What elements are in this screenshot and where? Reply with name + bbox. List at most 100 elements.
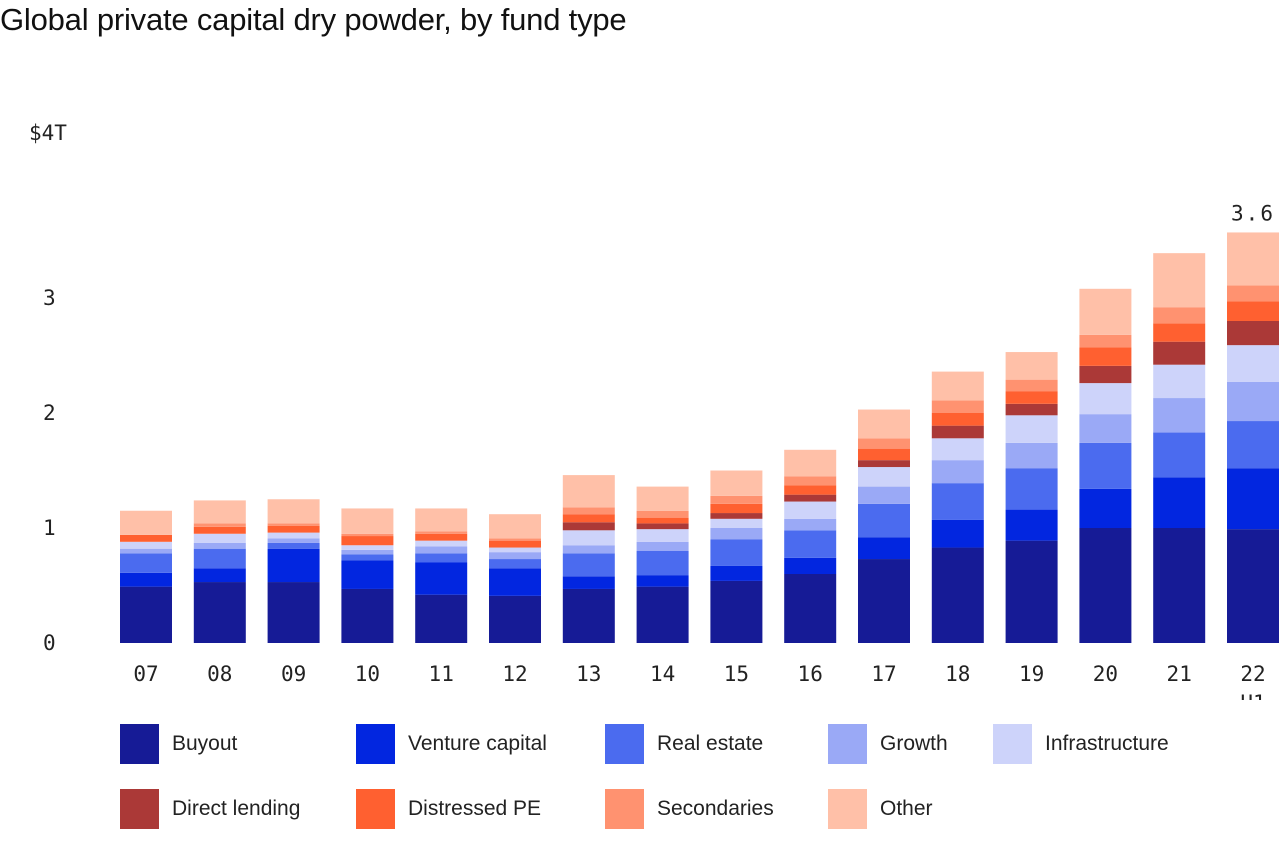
bar-segment-distressed-pe — [858, 448, 910, 461]
bar-segment-growth — [562, 545, 615, 554]
bar-segment-distressed-pe — [120, 534, 172, 542]
bar-stack-17 — [858, 409, 910, 643]
legend-label: Real estate — [657, 732, 764, 755]
bar-segment-distressed-pe — [415, 533, 468, 541]
bar-segment-secondaries — [858, 438, 910, 449]
bar-stack-19 — [1005, 352, 1058, 643]
bar-segment-buyout — [1005, 540, 1058, 643]
bar-segment-infrastructure — [489, 547, 541, 553]
bar-stack-10 — [341, 508, 394, 643]
legend-label: Direct lending — [172, 797, 301, 820]
bar-segment-infrastructure — [1005, 415, 1058, 443]
bar-segment-infrastructure — [120, 541, 172, 549]
legend-label: Distressed PE — [408, 797, 542, 820]
bar-segment-growth — [931, 460, 984, 484]
x-axis: 07 08 09 10 11 12 13 14 15 16 17 18 19 20 21 22 H1 — [133, 662, 1265, 700]
bar-stack-15 — [710, 470, 763, 643]
x-tick-label: 09 — [281, 662, 306, 686]
x-tick-sublabel: H1 — [1240, 691, 1265, 700]
x-tick-label: 13 — [576, 662, 601, 686]
bar-stack-14 — [636, 486, 689, 643]
bar-segment-infrastructure — [1153, 364, 1206, 399]
bar-segment-infrastructure — [784, 501, 837, 519]
bar-segment-secondaries — [636, 510, 689, 518]
bar-segment-buyout — [341, 588, 394, 643]
bar-segment-secondaries — [1079, 334, 1132, 348]
bar-segment-buyout — [931, 547, 984, 643]
bar-segment-secondaries — [931, 400, 984, 413]
bar-segment-buyout — [1227, 529, 1279, 643]
legend-item-growth: Growth — [828, 724, 948, 764]
bar-segment-growth — [415, 546, 468, 554]
bar-stack-12 — [489, 514, 541, 643]
bar-segment-infrastructure — [1227, 345, 1279, 382]
legend-label: Secondaries — [657, 797, 774, 820]
bar-segment-distressed-pe — [710, 503, 763, 514]
bar-segment-real-estate — [193, 548, 246, 569]
bar-segment-buyout — [636, 586, 689, 643]
legend-item-infrastructure: Infrastructure — [993, 724, 1169, 764]
bar-stack-08 — [193, 500, 246, 643]
x-tick-label: 14 — [650, 662, 675, 686]
bar-segment-venture-capital — [636, 575, 689, 587]
bar-segment-real-estate — [415, 553, 468, 563]
bar-segment-venture-capital — [267, 548, 320, 583]
bar-segment-distressed-pe — [1153, 323, 1206, 342]
bar-segment-growth — [1005, 442, 1058, 469]
legend-label: Buyout — [172, 732, 238, 755]
bar-segment-growth — [858, 486, 910, 504]
bar-segment-other — [120, 510, 172, 535]
bar-stack-21 — [1153, 253, 1206, 643]
bar-segment-infrastructure — [1079, 383, 1132, 415]
bar-segment-real-estate — [341, 554, 394, 561]
bar-segment-distressed-pe — [193, 526, 246, 534]
bar-segment-buyout — [562, 588, 615, 643]
bar-stack-18 — [931, 371, 984, 643]
legend-swatch — [356, 724, 395, 764]
bar-segment-growth — [1079, 414, 1132, 443]
x-tick-label: 08 — [207, 662, 232, 686]
bar-segment-growth — [120, 548, 172, 554]
bar-segment-growth — [267, 538, 320, 543]
bar-segment-infrastructure — [341, 545, 394, 550]
bar-segment-real-estate — [636, 551, 689, 576]
bar-segment-venture-capital — [415, 562, 468, 595]
bar-segment-other — [931, 371, 984, 401]
bar-segment-distressed-pe — [341, 536, 394, 546]
bar-segment-venture-capital — [784, 557, 837, 574]
legend-swatch — [828, 789, 867, 829]
bar-stack-22 — [1227, 232, 1279, 643]
bar-segment-infrastructure — [193, 533, 246, 543]
x-tick-label: 16 — [798, 662, 823, 686]
bar-segment-secondaries — [784, 476, 837, 486]
bar-segment-real-estate — [931, 483, 984, 520]
bar-segment-venture-capital — [1005, 509, 1058, 541]
bar-segment-real-estate — [1005, 468, 1058, 510]
bar-segment-other — [489, 514, 541, 539]
legend-swatch — [605, 724, 644, 764]
legend-swatch — [828, 724, 867, 764]
bar-segment-venture-capital — [1153, 477, 1206, 528]
x-tick-label: 12 — [502, 662, 527, 686]
bar-segment-distressed-pe — [489, 540, 541, 548]
bar-stack-07 — [120, 510, 172, 643]
legend-swatch — [120, 789, 159, 829]
bar-segment-other — [562, 475, 615, 508]
x-tick-label: 21 — [1167, 662, 1192, 686]
bar-segment-secondaries — [562, 507, 615, 515]
bar-segment-direct-lending — [562, 522, 615, 531]
total-data-label: 3.6 — [1231, 201, 1275, 225]
bar-segment-secondaries — [341, 533, 394, 537]
legend-item-real-estate: Real estate — [605, 724, 763, 764]
annotations: 3.6 — [1231, 201, 1275, 225]
bar-segment-venture-capital — [341, 560, 394, 589]
bar-segment-direct-lending — [931, 425, 984, 439]
bar-segment-secondaries — [267, 523, 320, 526]
x-tick-label: 18 — [945, 662, 970, 686]
bar-segment-growth — [784, 518, 837, 531]
y-tick-label: 2 — [43, 401, 56, 425]
bar-segment-real-estate — [120, 553, 172, 573]
bar-segment-real-estate — [1079, 442, 1132, 489]
x-tick-label: 15 — [724, 662, 749, 686]
